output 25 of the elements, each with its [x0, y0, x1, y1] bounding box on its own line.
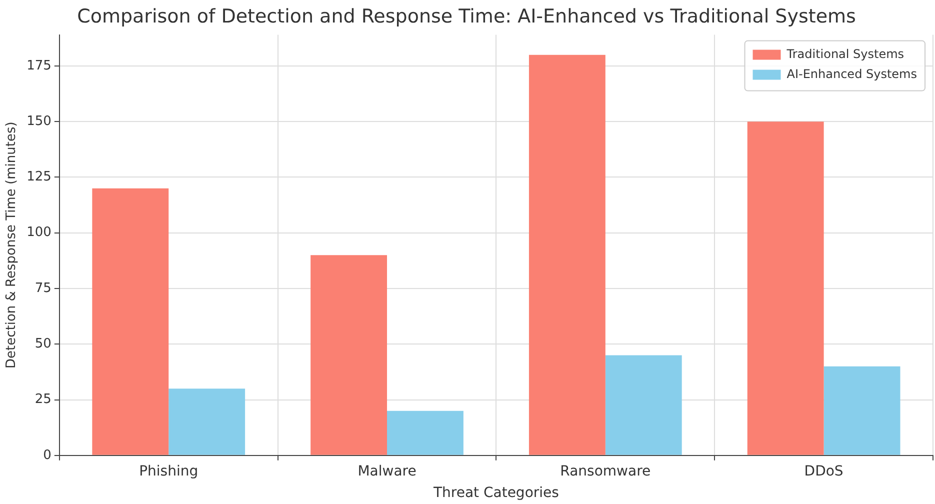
y-tick-label: 100 — [26, 225, 52, 240]
chart-title: Comparison of Detection and Response Time: AI-Enhanced vs Traditional Systems — [77, 5, 856, 28]
y-tick-label: 150 — [26, 114, 52, 129]
x-axis-title: Threat Categories — [432, 485, 559, 502]
x-tick-label: Malware — [358, 463, 416, 480]
x-tick-label: Ransomware — [560, 463, 651, 480]
bar — [168, 388, 246, 455]
y-tick-label: 25 — [34, 392, 52, 408]
bar — [605, 355, 682, 455]
bar — [92, 188, 169, 455]
bar — [747, 122, 824, 455]
y-tick-label: 50 — [34, 336, 52, 352]
bar — [824, 366, 900, 455]
x-tick-label: DDoS — [804, 463, 844, 480]
y-tick-label: 0 — [43, 448, 52, 463]
bar — [387, 410, 464, 455]
legend-label: AI-Enhanced Systems — [786, 66, 918, 81]
bar — [310, 255, 388, 455]
y-tick-label: 175 — [26, 58, 52, 74]
y-tick-label: 75 — [34, 280, 52, 296]
x-tick-label: Phishing — [139, 463, 198, 480]
y-tick-label: 125 — [26, 170, 52, 185]
bar — [528, 54, 606, 455]
y-axis-title: Detection & Response Time (minutes) — [4, 122, 20, 369]
legend-label: Traditional Systems — [786, 46, 904, 61]
